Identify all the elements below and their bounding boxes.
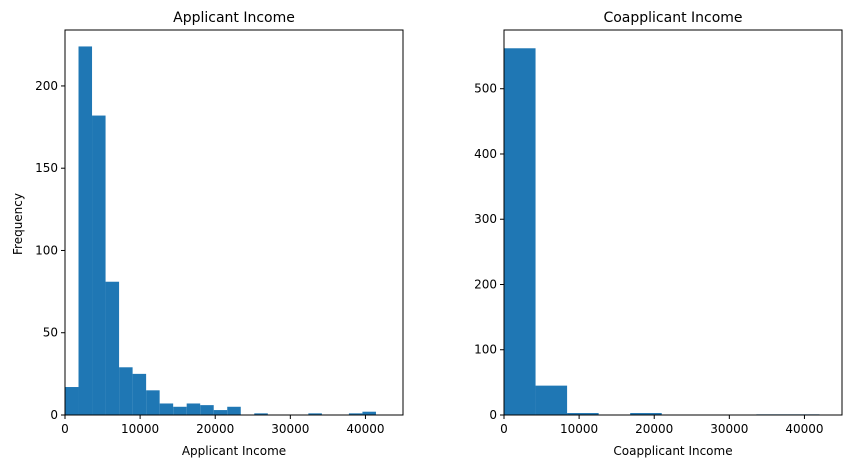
applicant-income-bar: [173, 406, 187, 415]
applicant-income-bar: [227, 406, 241, 415]
coapplicant-income-ytick-label: 200: [474, 277, 497, 291]
coapplicant-income-ytick-label: 400: [474, 147, 497, 161]
applicant-income-xlabel: Applicant Income: [182, 444, 286, 458]
applicant-income-bar: [146, 390, 160, 415]
applicant-income-bar: [92, 115, 106, 416]
applicant-income-bar: [159, 403, 174, 415]
coapplicant-income-bar: [504, 48, 536, 416]
coapplicant-income-axes: Coapplicant Income Coapplicant Income 0 1…: [474, 10, 843, 458]
applicant-income-bar: [348, 413, 363, 415]
applicant-income-ylabel: Frequency: [11, 193, 25, 255]
applicant-income-title: Applicant Income: [173, 10, 295, 26]
applicant-income-frame: [64, 29, 404, 416]
coapplicant-income-bars: [504, 48, 820, 416]
applicant-income-bar: [78, 46, 93, 415]
coapplicant-income-frame: [503, 29, 843, 416]
coapplicant-income-xtick-label: 20000: [635, 422, 673, 436]
coapplicant-income-xlabel: Coapplicant Income: [613, 444, 732, 458]
applicant-income-ytick-label: 100: [35, 243, 58, 257]
coapplicant-income-ytick-label: 300: [474, 212, 497, 226]
coapplicant-income-bar: [567, 413, 599, 415]
applicant-income-bar: [105, 281, 120, 415]
coapplicant-income-title: Coapplicant Income: [603, 10, 742, 26]
applicant-income-ytick-label: 50: [43, 326, 58, 340]
applicant-income-bar: [200, 405, 214, 415]
applicant-income-xtick-label: 20000: [196, 422, 234, 436]
applicant-income-bar: [254, 413, 268, 415]
applicant-income-bar: [132, 373, 147, 415]
applicant-income-ytick-label: 150: [35, 161, 58, 175]
applicant-income-bar: [186, 403, 201, 415]
coapplicant-income-xtick-label: 10000: [560, 422, 598, 436]
coapplicant-income-xtick-label: 30000: [710, 422, 748, 436]
applicant-income-bar: [65, 387, 79, 415]
applicant-income-xticks: 0 10000 20000 30000 40000: [61, 415, 385, 436]
applicant-income-axes: Applicant Income Applicant Income Freque…: [11, 10, 404, 458]
applicant-income-ytick-label: 200: [35, 79, 58, 93]
coapplicant-income-xtick-label: 0: [500, 422, 508, 436]
coapplicant-income-yticks: 0 100 200 300 400 500: [474, 82, 504, 422]
applicant-income-xtick-label: 0: [61, 422, 69, 436]
applicant-income-bar: [362, 411, 376, 415]
coapplicant-income-bar: [535, 385, 568, 415]
coapplicant-income-xtick-label: 40000: [785, 422, 823, 436]
applicant-income-bars: [65, 46, 376, 416]
applicant-income-xtick-label: 10000: [121, 422, 159, 436]
applicant-income-xtick-label: 40000: [346, 422, 384, 436]
applicant-income-ytick-label: 0: [50, 408, 58, 422]
coapplicant-income-ytick-label: 500: [474, 82, 497, 96]
coapplicant-income-ytick-label: 100: [474, 343, 497, 357]
coapplicant-income-xticks: 0 10000 20000 30000 40000: [500, 415, 824, 436]
applicant-income-bar: [213, 410, 228, 415]
applicant-income-bar: [119, 367, 133, 415]
applicant-income-yticks: 0 50 100 150 200: [35, 79, 65, 422]
applicant-income-xtick-label: 30000: [271, 422, 309, 436]
applicant-income-bar: [308, 413, 322, 415]
coapplicant-income-ytick-label: 0: [489, 408, 497, 422]
coapplicant-income-bar: [630, 413, 662, 415]
